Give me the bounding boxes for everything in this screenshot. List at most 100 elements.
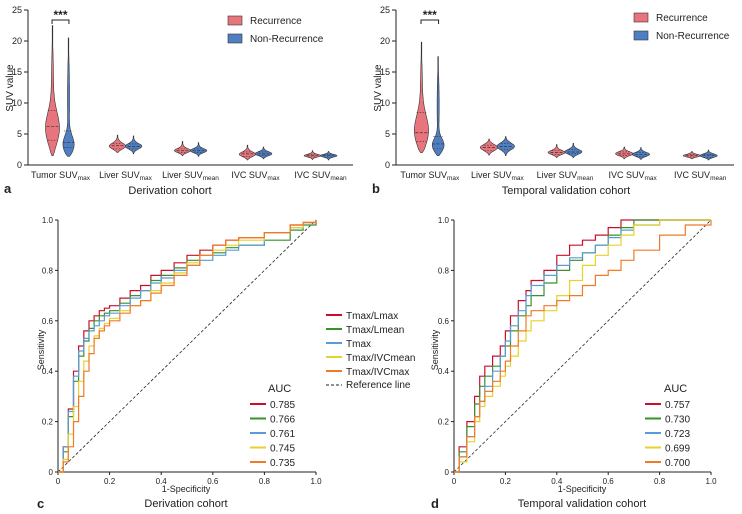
panel-a-category-label: Tumor SUVmax	[31, 170, 91, 182]
panel-d-roc-curve	[454, 220, 712, 473]
panel-c-y-tick-label: 0.2	[42, 418, 54, 427]
panel-c-legend-label: Tmax	[346, 339, 371, 350]
panel-d-x-tick-label: 0.8	[654, 477, 666, 486]
panel-d-letter: d	[431, 496, 439, 511]
panel-a-y-tick-label: 25	[12, 5, 22, 15]
panel-c-reference-label: Reference line	[346, 380, 411, 391]
panel-b-letter: b	[372, 181, 380, 196]
panel-b-y-tick-label: 15	[380, 67, 390, 77]
panel-a-category-label: Liver SUVmean	[162, 170, 219, 182]
panel-b-y-tick-label: 20	[380, 36, 390, 46]
panel-d-y-tick-label: 0.2	[438, 418, 450, 427]
panel-a-y-tick-label: 5	[17, 129, 22, 139]
panel-a-legend-swatch-recurrence	[227, 15, 243, 26]
panel-c-y-tick-label: 0.6	[42, 317, 54, 326]
panel-b-category-label: IVC SUVmax	[608, 170, 657, 182]
panel-a-legend-swatch-non-recurrence	[227, 33, 243, 44]
panel-b-category-label: Liver SUVmax	[471, 170, 525, 182]
panel-a-legend-label: Recurrence	[250, 16, 302, 27]
panel-d-auc-value: 0.757	[665, 400, 690, 411]
panel-b-significance-bracket	[420, 19, 440, 24]
panel-a-violin-recurrence	[174, 141, 191, 156]
panel-d-y-tick-label: 0.4	[438, 367, 450, 376]
panel-a-violin-chart: a Derivation cohort SUV value 0 5 10 15 20 25…	[4, 5, 353, 197]
panel-a-violin-non-recurrence	[189, 142, 208, 157]
panel-d-ylabel: Sensitivity	[430, 329, 440, 370]
panel-c-letter: c	[37, 496, 44, 511]
panel-a-letter: a	[4, 181, 12, 196]
panel-b-significance-label: ***	[423, 8, 437, 22]
panel-a-legend-label: Non-Recurrence	[250, 34, 324, 45]
panel-b-legend-label: Recurrence	[656, 13, 708, 24]
panel-a-violin-non-recurrence	[124, 135, 143, 155]
panel-c-ylabel: Sensitivity	[36, 329, 46, 370]
panel-c-y-tick-label: 0.8	[42, 266, 54, 275]
panel-c-auc-value: 0.735	[270, 458, 295, 469]
panel-c-reference-line	[57, 219, 317, 473]
panel-b-violin-recurrence	[547, 144, 566, 158]
panel-a-violin-recurrence	[108, 134, 126, 153]
panel-b-legend-label: Non-Recurrence	[656, 31, 730, 42]
panel-c-auc-value: 0.745	[270, 444, 295, 455]
panel-d-x-tick-label: 1.0	[705, 477, 717, 486]
panel-d-auc-title: AUC	[664, 383, 687, 395]
panel-d-y-tick-label: 1.0	[438, 216, 450, 225]
panel-a-category-label: IVC SUVmean	[294, 170, 347, 182]
panel-c-legend-label: Tmax/IVCmean	[346, 353, 415, 364]
panel-b-violin-non-recurrence	[632, 147, 650, 160]
panel-a-violin-non-recurrence	[62, 37, 75, 157]
panel-c-auc-value: 0.761	[270, 429, 295, 440]
panel-b-violin-recurrence	[480, 138, 499, 156]
panel-d-auc-value: 0.700	[665, 458, 690, 469]
panel-c-x-tick-label: 0.2	[104, 477, 116, 486]
panel-c-legend-label: Tmax/IVCmax	[346, 367, 409, 378]
panel-d-y-tick-label: 0	[445, 468, 450, 477]
panel-a-violin-non-recurrence	[254, 146, 273, 160]
panel-c-roc-curve	[58, 220, 317, 473]
panel-b-violin-recurrence	[682, 151, 701, 160]
panel-d-y-tick-label: 0.6	[438, 317, 450, 326]
panel-a-y-tick-label: 20	[12, 36, 22, 46]
panel-b-violin-recurrence	[615, 146, 634, 160]
panel-c-roc-chart: c 1-Specificity Derivation cohort Sensit…	[36, 216, 415, 511]
panel-b-ylabel: SUV value	[373, 64, 384, 112]
panel-b-category-label: Liver SUVmean	[537, 170, 594, 182]
panel-c-legend-label: Tmax/Lmean	[346, 325, 404, 336]
panel-b-violin-non-recurrence	[699, 149, 718, 161]
panel-a-y-tick-label: 10	[12, 98, 22, 108]
panel-a-significance-bracket	[51, 19, 70, 24]
panel-a-y-tick-label: 15	[12, 67, 22, 77]
panel-a-violin-recurrence	[45, 25, 60, 156]
panel-c-x-tick-label: 1.0	[310, 477, 322, 486]
panel-a-ylabel: SUV value	[5, 64, 16, 112]
panel-d-auc-value: 0.699	[665, 444, 690, 455]
panel-a-category-label: Liver SUVmax	[99, 170, 153, 182]
panel-a-category-label: IVC SUVmax	[231, 170, 280, 182]
panel-b-y-tick-label: 10	[380, 98, 390, 108]
panel-d-x-tick-label: 0.2	[500, 477, 512, 486]
panel-c-auc-title: AUC	[268, 383, 291, 395]
panel-d-auc-value: 0.730	[665, 415, 690, 426]
panel-c-x-tick-label: 0.6	[207, 477, 219, 486]
panel-d-roc-chart: d 1-Specificity Temporal validation coho…	[430, 216, 717, 511]
panel-b-y-tick-label: 25	[380, 5, 390, 15]
panel-c-y-tick-label: 0.4	[42, 367, 54, 376]
panel-c-cohort: Derivation cohort	[144, 498, 227, 510]
panel-d-auc-value: 0.723	[665, 429, 690, 440]
panel-a-y-tick-label: 0	[17, 160, 22, 170]
panel-d-cohort: Temporal validation cohort	[518, 498, 646, 510]
panel-c-auc-value: 0.785	[270, 400, 295, 411]
panel-a-violin-recurrence	[303, 150, 322, 160]
panel-c-x-tick-label: 0.8	[259, 477, 271, 486]
panel-c-y-tick-label: 1.0	[42, 216, 54, 225]
panel-a-significance-label: ***	[53, 8, 67, 22]
panel-d-x-tick-label: 0.4	[551, 477, 563, 486]
panel-b-xlabel: Temporal validation cohort	[502, 185, 630, 197]
panel-c-xlabel: 1-Specificity	[162, 484, 211, 494]
panel-b-category-label: IVC SUVmean	[674, 170, 727, 182]
panel-b-violin-non-recurrence	[564, 143, 583, 158]
panel-c-y-tick-label: 0	[49, 468, 54, 477]
panel-d-x-tick-label: 0.6	[603, 477, 615, 486]
panel-b-violin-non-recurrence	[431, 56, 445, 156]
